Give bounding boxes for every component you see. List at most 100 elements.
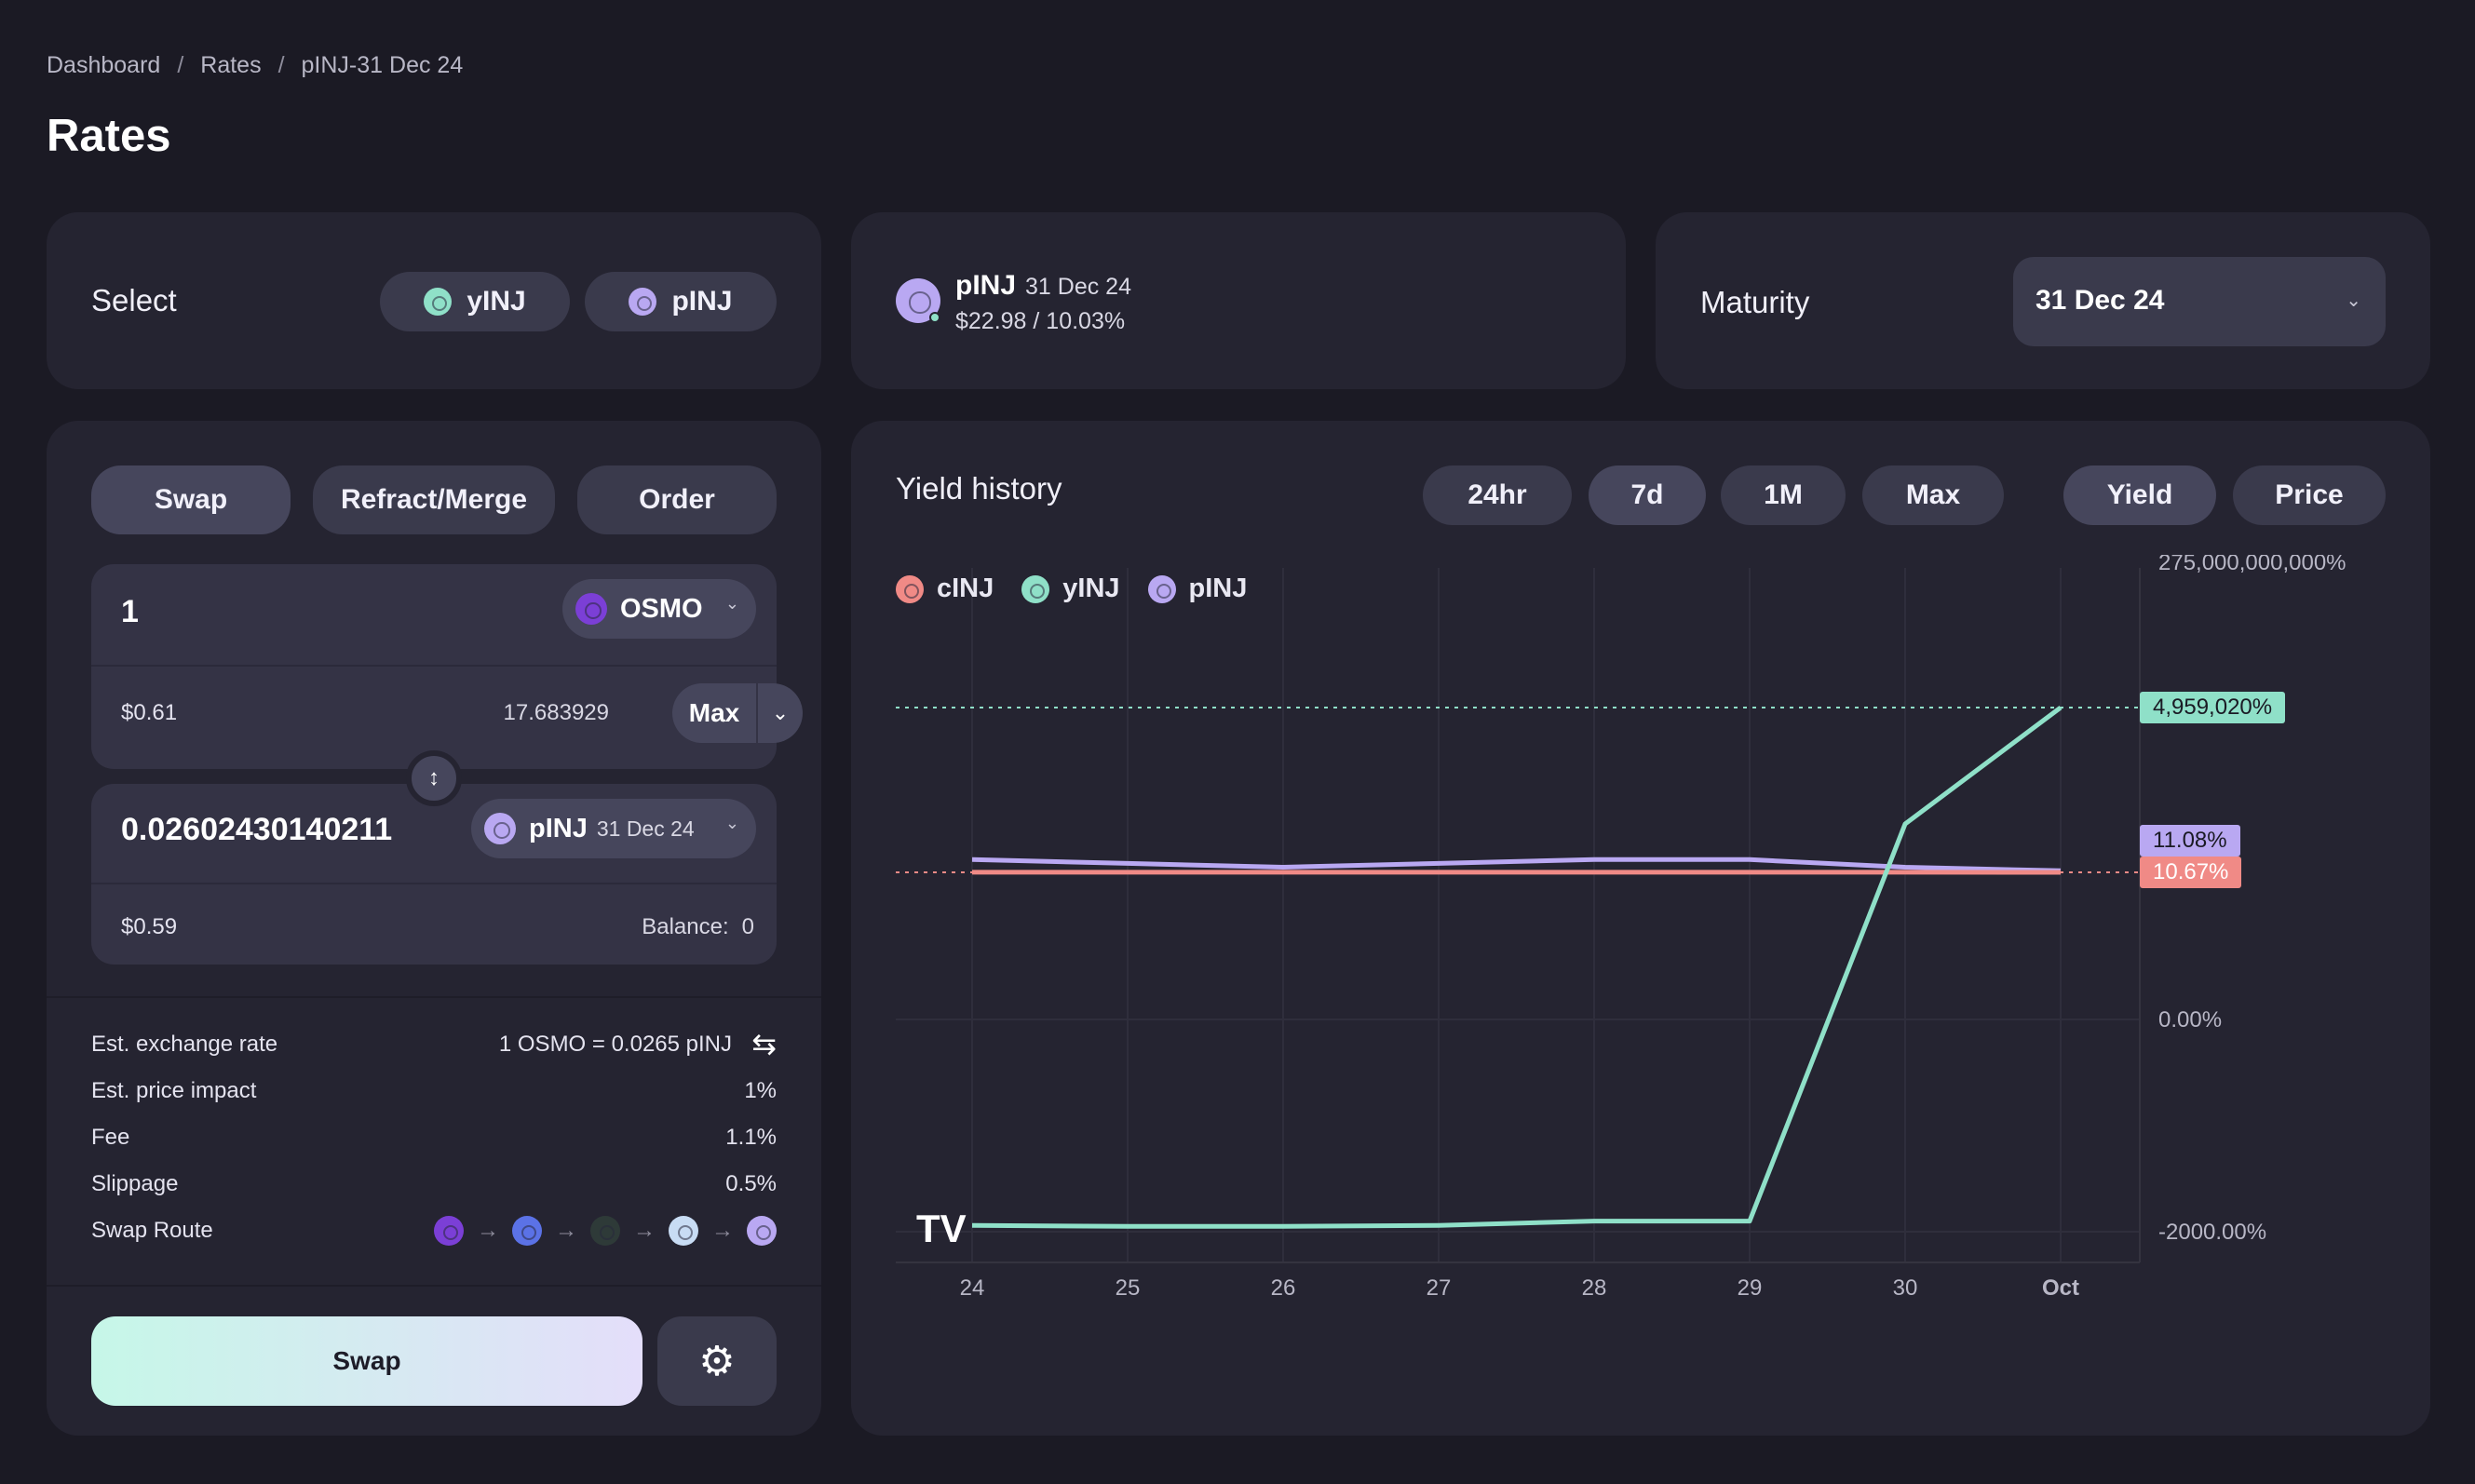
- arrow-right-icon: →: [555, 1218, 577, 1243]
- yinj-last-value-tag: 4,959,020%: [2140, 692, 2286, 723]
- breadcrumb-rates[interactable]: Rates: [200, 52, 262, 78]
- asset-date: 31 Dec 24: [1025, 274, 1131, 300]
- maturity-card: Maturity 31 Dec 24 ⌄: [1656, 212, 2430, 389]
- x-tick-label: 24: [959, 1275, 985, 1301]
- range-24hr-label: 24hr: [1467, 479, 1527, 510]
- detail-fee: Fee 1.1%: [91, 1125, 777, 1154]
- legend-label: pINJ: [1188, 573, 1248, 603]
- legend-item-yinj[interactable]: yINJ: [1021, 573, 1120, 604]
- mode-yield-button[interactable]: Yield: [2063, 465, 2216, 525]
- detail-exchange-rate: Est. exchange rate 1 OSMO = 0.0265 pINJ …: [91, 1027, 777, 1061]
- detail-label: Swap Route: [91, 1218, 213, 1243]
- breadcrumb-separator: /: [277, 52, 285, 78]
- to-token-date: 31 Dec 24: [596, 816, 695, 841]
- swap-panel: Swap Refract/Merge Order 1 OSMO ⌄ $0.61 …: [47, 421, 821, 1436]
- divider: [47, 1285, 821, 1287]
- pinj-coin-icon: [896, 278, 940, 323]
- pinj-coin-icon: [629, 288, 657, 316]
- detail-value: 1 OSMO = 0.0265 pINJ: [498, 1032, 732, 1057]
- yinj-coin-icon: [1021, 574, 1050, 603]
- to-balance: Balance: 0: [642, 914, 754, 940]
- to-usd-value: $0.59: [121, 914, 178, 939]
- cinj-last-value-tag: 10.67%: [2140, 857, 2242, 888]
- asset-status-dot: [929, 312, 940, 323]
- detail-label: Fee: [91, 1125, 130, 1150]
- arrow-right-icon: →: [711, 1218, 734, 1243]
- asset-heading: pINJ 31 Dec 24: [955, 270, 1131, 302]
- select-pinj-label: pINJ: [671, 286, 733, 317]
- detail-label: Est. price impact: [91, 1078, 257, 1103]
- select-yinj-button[interactable]: yINJ: [380, 272, 570, 331]
- chart-title: Yield history: [896, 471, 1062, 506]
- max-dropdown-button[interactable]: ⌄: [758, 683, 803, 743]
- detail-value: 0.5%: [725, 1171, 777, 1196]
- chart-legend: cINJ yINJ pINJ: [896, 573, 1247, 604]
- divider: [91, 665, 777, 667]
- y-tick-label: -2000.00%: [2158, 1220, 2267, 1245]
- chevron-down-icon: ⌄: [724, 594, 739, 613]
- dark-coin-icon: [590, 1216, 620, 1246]
- to-balance-label: Balance:: [642, 914, 729, 939]
- range-max-label: Max: [1905, 479, 1961, 510]
- to-balance-value: 0: [741, 914, 754, 939]
- detail-price-impact: Est. price impact 1%: [91, 1078, 777, 1108]
- detail-label: Est. exchange rate: [91, 1032, 278, 1057]
- divider: [91, 883, 777, 884]
- swap-direction-button[interactable]: ↕: [406, 750, 462, 806]
- settings-button[interactable]: ⚙: [657, 1316, 777, 1406]
- osmo-coin-icon: [575, 593, 607, 625]
- range-7d-button[interactable]: 7d: [1589, 465, 1706, 525]
- to-box: 0.02602430140211 pINJ 31 Dec 24 ⌄ $0.59 …: [91, 784, 777, 965]
- mode-price-button[interactable]: Price: [2233, 465, 2386, 525]
- max-button[interactable]: Max: [672, 683, 756, 743]
- tab-order[interactable]: Order: [577, 465, 777, 534]
- breadcrumb-dashboard[interactable]: Dashboard: [47, 52, 161, 78]
- swap-direction-icon[interactable]: ⇆: [751, 1027, 777, 1060]
- tab-order-label: Order: [639, 484, 715, 515]
- range-1m-label: 1M: [1764, 479, 1803, 510]
- range-1m-button[interactable]: 1M: [1721, 465, 1846, 525]
- arrow-right-icon: →: [477, 1218, 499, 1243]
- tab-refract-merge[interactable]: Refract/Merge: [313, 465, 555, 534]
- asset-name: pINJ: [955, 270, 1017, 301]
- legend-item-pinj[interactable]: pINJ: [1147, 573, 1248, 604]
- to-amount-input[interactable]: 0.02602430140211: [121, 812, 393, 847]
- detail-swap-route: Swap Route → → → →: [91, 1216, 777, 1255]
- legend-label: yINJ: [1062, 573, 1120, 603]
- page-title: Rates: [47, 111, 171, 161]
- pinj-coin-icon: [484, 813, 516, 844]
- from-amount-input[interactable]: 1: [121, 594, 139, 629]
- breadcrumb: Dashboard / Rates / pINJ-31 Dec 24: [47, 52, 463, 79]
- mode-yield-label: Yield: [2106, 479, 2173, 510]
- from-token-select[interactable]: OSMO ⌄: [562, 579, 756, 639]
- maturity-value: 31 Dec 24: [2035, 285, 2165, 316]
- mode-price-label: Price: [2275, 479, 2344, 510]
- detail-value: 1%: [744, 1078, 777, 1103]
- range-max-button[interactable]: Max: [1862, 465, 2004, 525]
- breadcrumb-current: pINJ-31 Dec 24: [301, 52, 464, 78]
- swap-route: → → → →: [434, 1216, 777, 1246]
- x-tick-label: 27: [1426, 1275, 1452, 1301]
- to-token-select[interactable]: pINJ 31 Dec 24 ⌄: [471, 799, 756, 858]
- x-tick-label: 25: [1115, 1275, 1141, 1301]
- max-label: Max: [688, 698, 740, 727]
- pinj-coin-icon: [747, 1216, 777, 1246]
- breadcrumb-separator: /: [177, 52, 184, 78]
- select-yinj-label: yINJ: [467, 286, 526, 317]
- x-tick-label: 30: [1892, 1275, 1918, 1301]
- maturity-select[interactable]: 31 Dec 24 ⌄: [2013, 257, 2386, 346]
- asset-card: pINJ 31 Dec 24 $22.98 / 10.03%: [851, 212, 1626, 389]
- detail-value: 1.1%: [725, 1125, 777, 1150]
- detail-label: Slippage: [91, 1171, 179, 1196]
- atom-coin-icon: [512, 1216, 542, 1246]
- cinj-coin-icon: [896, 574, 924, 603]
- tab-swap[interactable]: Swap: [91, 465, 291, 534]
- asset-price-yield: $22.98 / 10.03%: [955, 308, 1126, 334]
- swap-button[interactable]: Swap: [91, 1316, 642, 1406]
- gear-icon: ⚙: [698, 1338, 736, 1384]
- select-pinj-button[interactable]: pINJ: [585, 272, 777, 331]
- x-tick-label: 28: [1581, 1275, 1607, 1301]
- legend-item-cinj[interactable]: cINJ: [896, 573, 994, 604]
- chevron-down-icon: ⌄: [771, 701, 790, 724]
- range-24hr-button[interactable]: 24hr: [1423, 465, 1572, 525]
